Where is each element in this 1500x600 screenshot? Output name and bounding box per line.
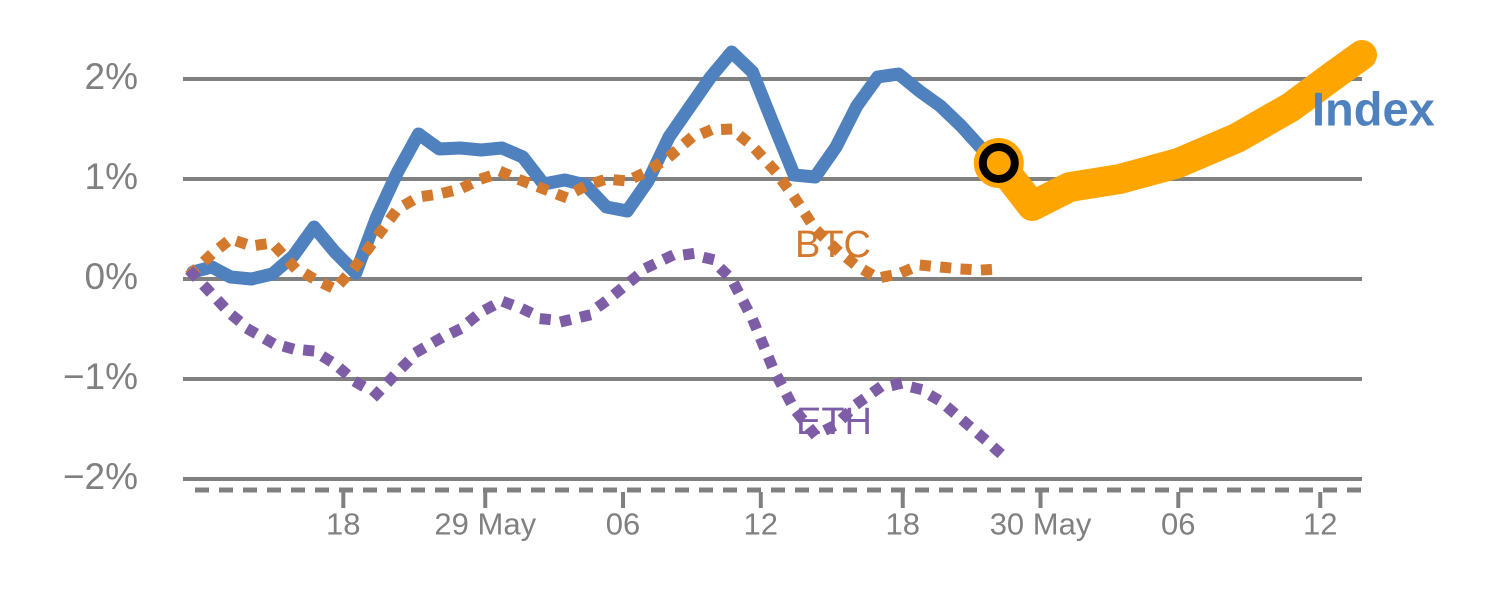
series-labels-group: Index BTC ETH [795,82,1435,443]
y-axis-labels-group: 2% 1% 0% −1% −2% [63,56,138,497]
x-axis-tick-label: 18 [326,506,360,541]
x-axis-tick-label: 30 May [990,506,1092,541]
series-label-btc: BTC [795,224,871,266]
y-axis-tick-label: 1% [85,156,138,197]
x-axis-tick-label: 18 [886,506,920,541]
series-line-index-forecast [983,40,1377,221]
x-axis-tick-label: 06 [606,506,640,541]
y-axis-tick-label: 2% [85,56,138,97]
series-line-index [186,45,1006,286]
x-axis-tick-label: 12 [1303,506,1337,541]
x-axis-tick-label: 06 [1161,506,1195,541]
x-axis-group: 18 29 May 06 12 18 30 May 06 12 [195,487,1362,541]
y-axis-tick-label: −1% [63,356,138,397]
series-line-btc [185,123,1005,295]
x-axis-tick-label: 12 [744,506,778,541]
current-value-marker[interactable] [978,143,1019,183]
series-label-eth: ETH [796,401,872,443]
y-axis-tick-label: −2% [63,456,138,497]
series-label-index: Index [1312,82,1435,135]
highlight-marker-group[interactable] [973,138,1024,188]
series-line-eth [185,248,1007,460]
x-axis-tick-label: 29 May [434,506,536,541]
y-axis-tick-label: 0% [85,256,138,297]
series-lines-group [185,40,1377,460]
